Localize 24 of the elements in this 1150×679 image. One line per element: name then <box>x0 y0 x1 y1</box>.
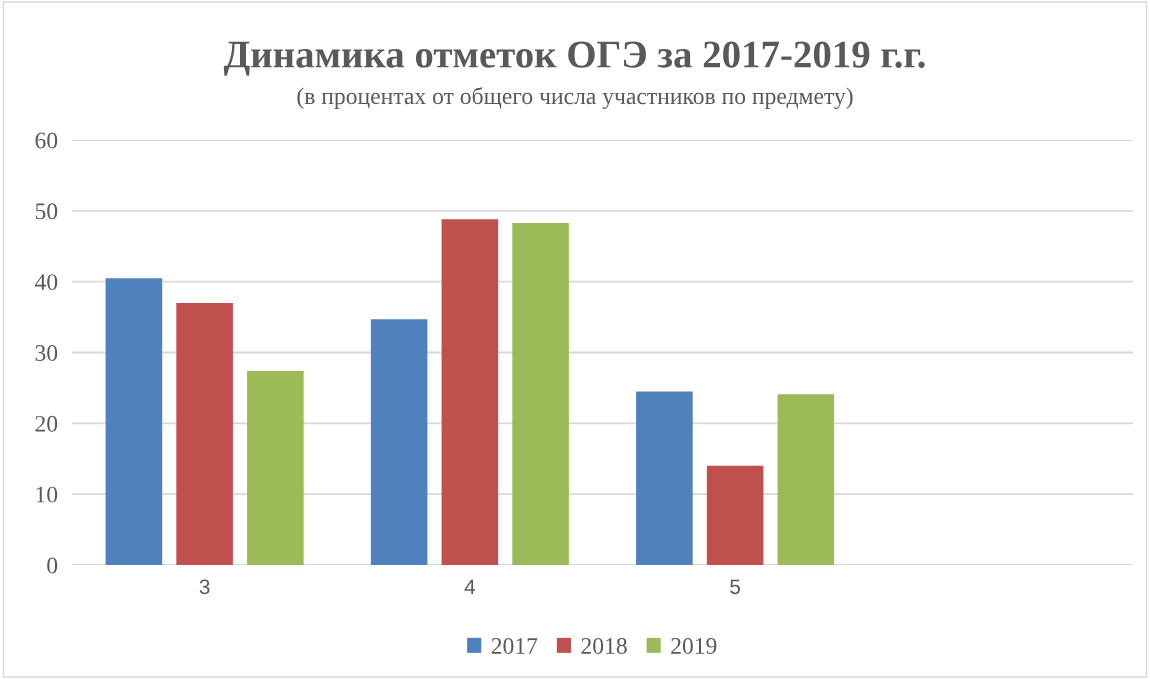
bar <box>636 391 693 565</box>
bar <box>247 370 304 565</box>
y-tick-label: 0 <box>47 557 58 574</box>
bar <box>370 319 428 565</box>
legend-label: 2018 <box>581 637 627 654</box>
y-tick-label: 60 <box>35 132 58 149</box>
bar <box>706 465 764 565</box>
bar <box>105 278 163 565</box>
x-tick-label: 4 <box>464 579 476 594</box>
bar <box>441 219 499 565</box>
x-tick-label: 3 <box>199 579 210 595</box>
y-tick-label: 30 <box>35 344 58 361</box>
chart-title: Динамика отметок ОГЭ за 2017-2019 г.г. <box>223 41 925 76</box>
bar <box>777 394 835 565</box>
chart-subtitle: (в процентах от общего числа участников по предмету) <box>297 87 853 109</box>
y-tick-label: 50 <box>35 203 58 220</box>
legend-label: 2019 <box>671 637 717 654</box>
y-tick-label: 40 <box>34 274 58 291</box>
y-tick-label: 20 <box>35 415 58 432</box>
bar <box>176 302 233 565</box>
legend-label: 2017 <box>491 637 538 654</box>
y-tick-label: 10 <box>36 486 58 503</box>
x-tick-label: 5 <box>730 579 741 595</box>
bar <box>512 222 569 565</box>
